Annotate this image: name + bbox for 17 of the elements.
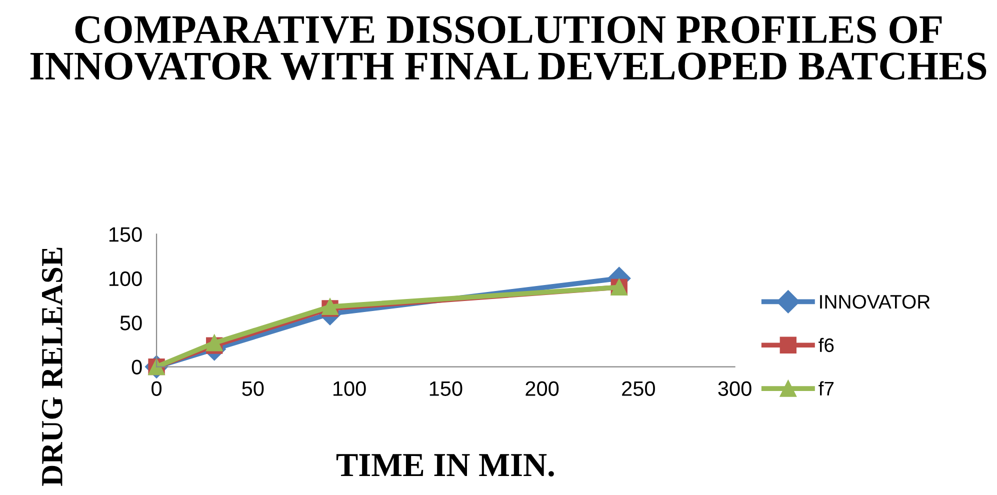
y-tick-label: 0 (132, 360, 142, 375)
x-tick-label: 250 (622, 381, 655, 396)
y-axis-title: DRUG RELEASE (42, 248, 62, 486)
x-tick-label: 200 (526, 381, 559, 396)
x-tick-label: 100 (333, 381, 366, 396)
legend-label: f6 (818, 338, 834, 352)
x-tick-label: 150 (430, 381, 462, 396)
chart-title: COMPARATIVE DISSOLUTION PROFILES OF INNOVATOR WITH FINAL DEVELOPED BATCHES (30, 16, 986, 80)
x-tick-label: 300 (718, 381, 752, 396)
x-tick-label: 0 (152, 381, 162, 396)
y-tick-label: 150 (109, 227, 142, 242)
legend-label: INNOVATOR (820, 294, 930, 309)
x-axis-title: TIME IN MIN. (336, 454, 554, 476)
x-tick-label: 50 (242, 381, 264, 396)
y-tick-label: 100 (109, 271, 142, 286)
y-tick-label: 50 (120, 316, 142, 330)
legend-label: f7 (818, 381, 834, 396)
